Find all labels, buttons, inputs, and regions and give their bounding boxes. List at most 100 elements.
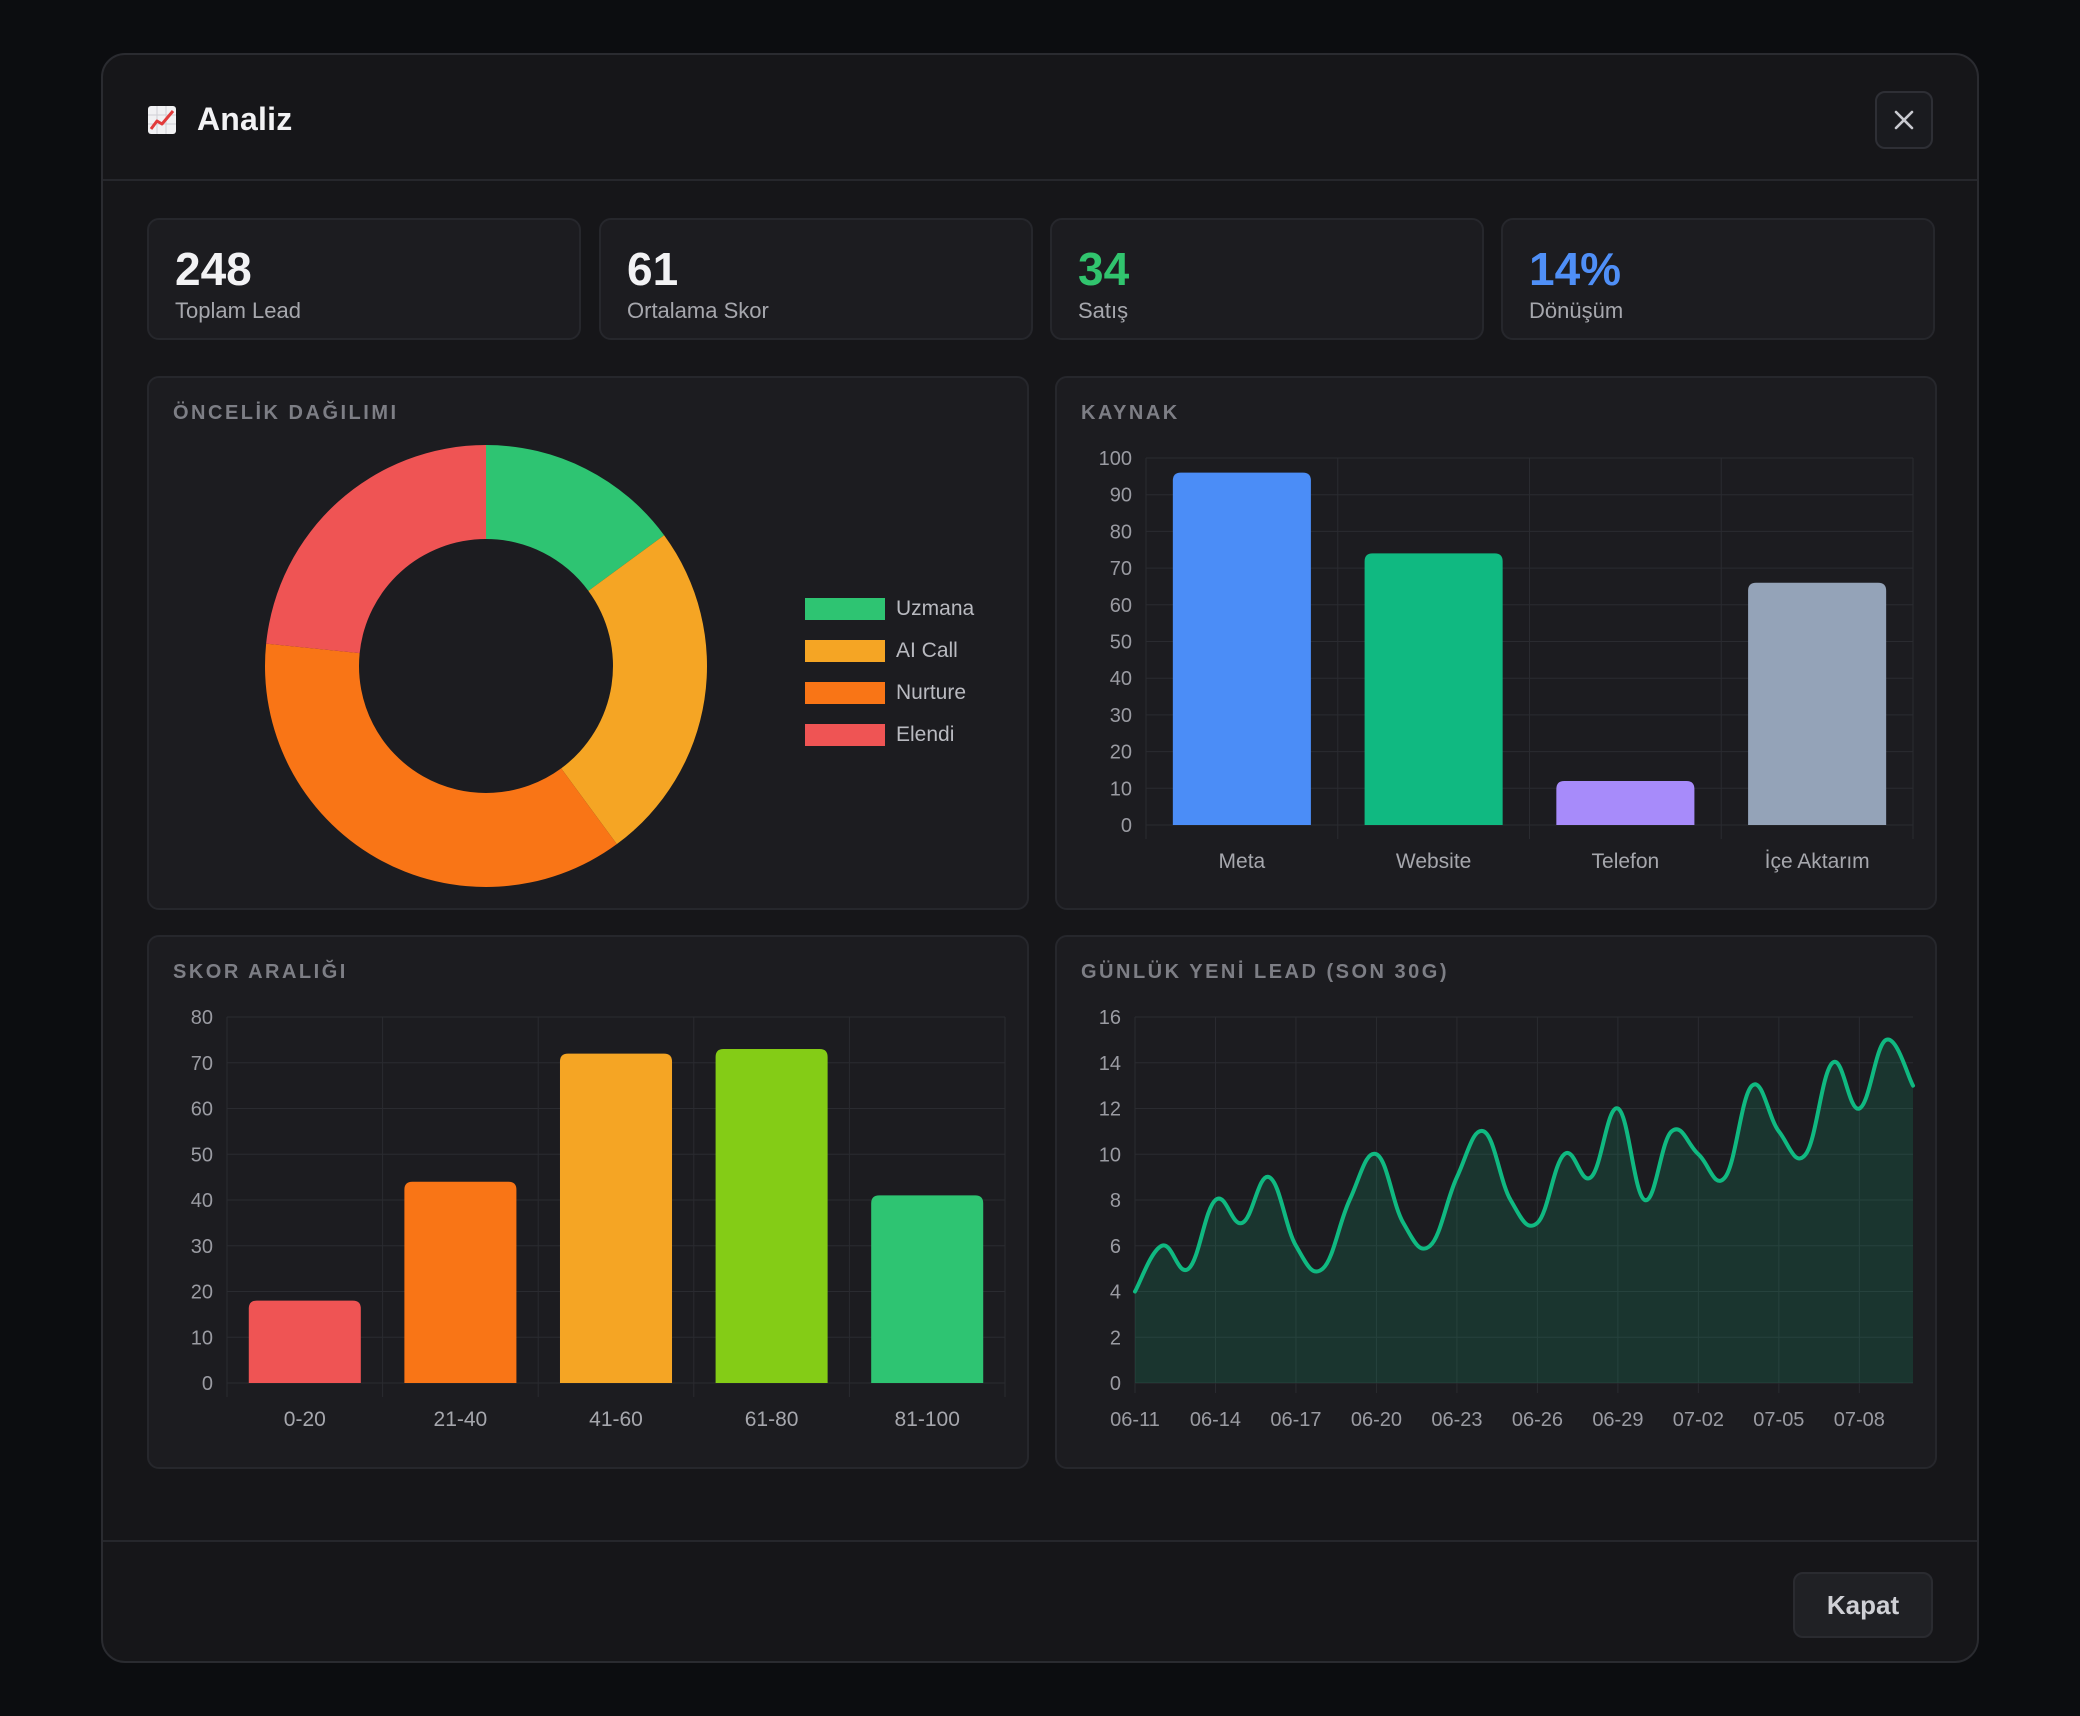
x-tick-label: 06-17 [1270,1409,1321,1431]
x-tick-label: 07-05 [1753,1409,1804,1431]
x-tick-label: 07-08 [1834,1409,1885,1431]
y-tick-label: 80 [191,1007,213,1029]
donut-slice-elendi [266,445,486,654]
close-button[interactable] [1875,91,1933,149]
y-tick-label: 14 [1099,1053,1121,1075]
y-tick-label: 0 [202,1373,213,1395]
y-tick-label: 30 [1110,705,1132,727]
x-tick-label: İçe Aktarım [1765,850,1870,873]
y-tick-label: 6 [1110,1236,1121,1258]
y-tick-label: 100 [1099,448,1132,470]
x-tick-label: 07-02 [1673,1409,1724,1431]
x-tick-label: 06-26 [1512,1409,1563,1431]
stat-label: Satış [1078,298,1129,323]
bar-61-80 [715,1049,828,1383]
modal-footer: Kapat [103,1540,1977,1661]
y-tick-label: 50 [1110,632,1132,654]
y-tick-label: 60 [1110,595,1132,617]
bar-website [1364,553,1503,825]
x-tick-label: 21-40 [434,1408,488,1431]
daily-leads-panel: GÜNLÜK YENİ LEAD (SON 30G) 0 2 4 6 8 10 12 14 16… [1055,935,1937,1469]
stat-label: Dönüşüm [1529,298,1624,323]
x-tick-label: 06-20 [1351,1409,1402,1431]
source-bar-chart: 0 10 20 30 40 50 60 70 80 90 100 Meta Website Telefon… [1099,448,1914,873]
x-tick-label: 06-23 [1431,1409,1482,1431]
y-tick-label: 16 [1099,1007,1121,1029]
y-tick-label: 10 [191,1327,213,1349]
y-tick-label: 20 [191,1282,213,1304]
legend-label: Uzmana [896,597,975,620]
bar-41-60 [559,1053,673,1383]
x-tick-label: 06-29 [1592,1409,1643,1431]
legend-item-uzmana[interactable]: Uzmana [805,588,974,630]
priority-donut-chart [265,445,708,887]
stat-value: 248 [175,243,252,295]
donut-slice-uzmana [486,445,665,591]
panel-title: ÖNCELİK DAĞILIMI [173,402,399,424]
legend-label: Elendi [896,723,955,746]
series-line [1133,1037,1915,1294]
source-panel: KAYNAK 0 10 20 30 40 50 60 70 80 90 100 Meta Website… [1055,376,1937,910]
y-tick-label: 70 [191,1053,213,1075]
daily-leads-area-chart: 0 2 4 6 8 10 12 14 16 06-11 06-14 06-17 06-20 06-23 06… [1099,1007,1915,1431]
x-tick-label: Website [1396,850,1471,873]
stat-card-average-score: 61 Ortalama Skor [599,218,1033,340]
legend-swatch [805,640,885,662]
y-tick-label: 8 [1110,1190,1121,1212]
modal-title: Analiz [197,101,293,137]
y-tick-label: 30 [191,1236,213,1258]
bar-0-20 [248,1300,361,1383]
x-tick-label: 06-11 [1110,1409,1160,1431]
y-tick-label: 40 [191,1190,213,1212]
legend-label: AI Call [896,639,958,662]
y-tick-label: 90 [1110,485,1132,507]
y-tick-label: 20 [1110,742,1132,764]
score-range-bar-chart: 0 10 20 30 40 50 60 70 80 0-20 21-40 41-60 61-80 81-1… [191,1007,1006,1431]
x-tick-label: 06-14 [1190,1409,1241,1431]
legend-item-elendi[interactable]: Elendi [805,714,974,756]
legend-item-nurture[interactable]: Nurture [805,672,974,714]
priority-distribution-panel: ÖNCELİK DAĞILIMI Uzmana AI Call Nurture Ele… [147,376,1029,910]
y-tick-label: 10 [1110,778,1132,800]
y-tick-label: 80 [1110,521,1132,543]
stat-label: Ortalama Skor [627,298,769,323]
y-tick-label: 12 [1099,1099,1121,1121]
bar-81-100 [871,1195,984,1383]
y-tick-label: 2 [1110,1327,1121,1349]
stat-value: 34 [1078,243,1130,295]
donut-slice-nurture [265,643,617,887]
y-tick-label: 10 [1099,1144,1121,1166]
chart-increasing-icon [148,106,176,134]
legend-swatch [805,682,885,704]
bar-meta [1172,472,1311,825]
x-tick-label: 81-100 [895,1408,960,1431]
legend-item-ai-call[interactable]: AI Call [805,630,974,672]
legend-swatch [805,598,885,620]
x-tick-label: 41-60 [589,1408,643,1431]
x-tick-label: 0-20 [284,1408,326,1431]
bar-telefon [1556,780,1695,825]
stat-label: Toplam Lead [175,298,301,323]
stat-value: 14% [1529,243,1622,295]
legend-swatch [805,724,885,746]
stats-row: 248 Toplam Lead 61 Ortalama Skor 34 Satı… [147,218,1937,340]
stat-value: 61 [627,243,679,295]
y-tick-label: 60 [191,1099,213,1121]
analytics-modal: Analiz 248 Toplam Lead 61 Ortalama Skor … [101,53,1979,1663]
score-range-panel: SKOR ARALIĞI 0 10 20 30 40 50 60 70 80 0-20 21-40 4… [147,935,1029,1469]
area-fill [1135,1039,1913,1383]
y-tick-label: 70 [1110,558,1132,580]
y-tick-label: 0 [1110,1373,1121,1395]
panel-title: SKOR ARALIĞI [173,961,348,983]
x-tick-label: Meta [1219,850,1266,873]
y-tick-label: 40 [1110,668,1132,690]
modal-header: Analiz [103,55,1977,181]
stat-card-sales: 34 Satış [1050,218,1484,340]
panel-title: KAYNAK [1081,402,1180,424]
close-footer-button[interactable]: Kapat [1793,1572,1933,1638]
x-tick-label: 61-80 [745,1408,799,1431]
donut-slice-ai-call [561,535,708,845]
priority-legend: Uzmana AI Call Nurture Elendi [805,588,974,756]
y-tick-label: 50 [191,1144,213,1166]
x-tick-label: Telefon [1592,850,1660,873]
